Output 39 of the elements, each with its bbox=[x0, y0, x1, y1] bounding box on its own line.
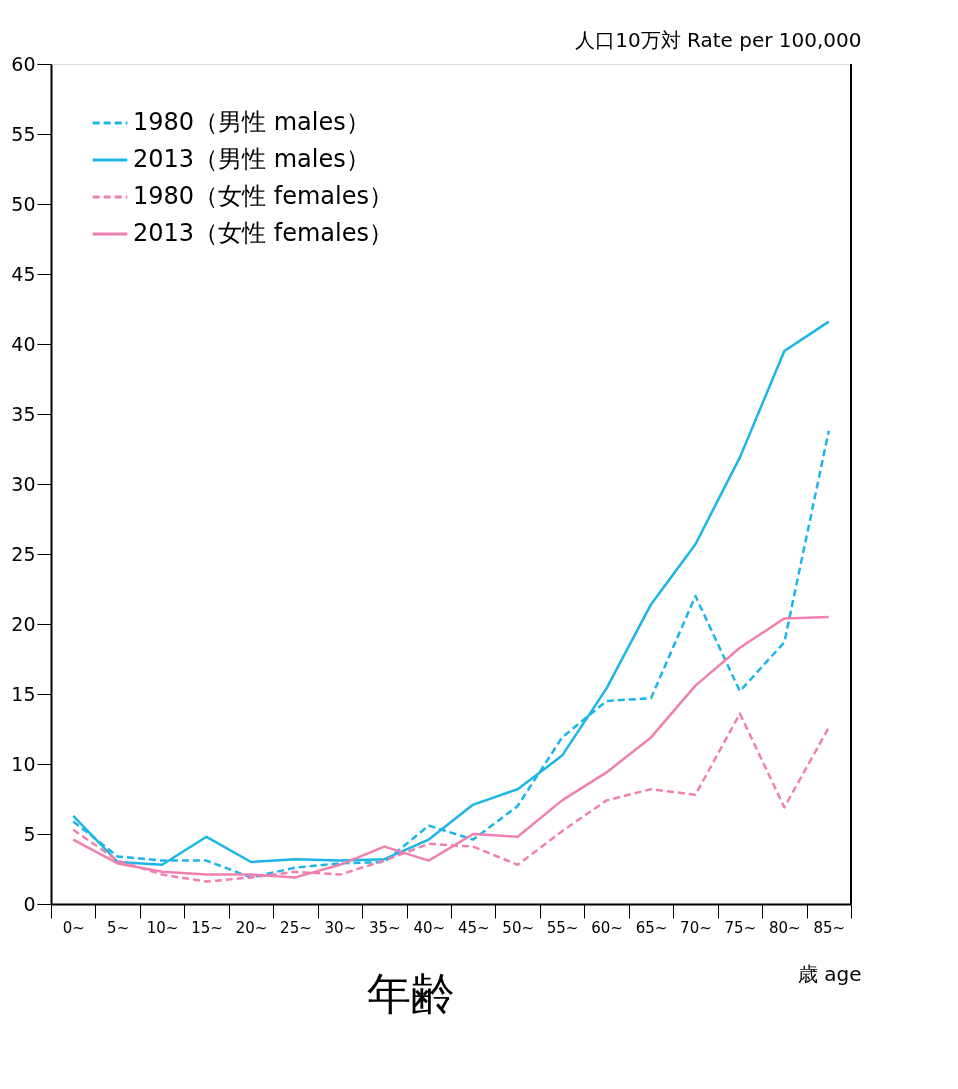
x-tick-label: 30~ bbox=[324, 918, 357, 937]
x-tick-label: 0~ bbox=[62, 918, 85, 937]
y-tick-label: 5 bbox=[23, 822, 36, 845]
x-tick-label: 35~ bbox=[369, 918, 401, 937]
y-tick-label: 10 bbox=[11, 752, 36, 775]
x-tick-label: 5~ bbox=[107, 918, 130, 937]
y-tick-label: 55 bbox=[11, 122, 36, 145]
x-tick-label: 20~ bbox=[235, 918, 268, 937]
x-tick-label: 45~ bbox=[457, 918, 490, 937]
x-tick-label: 70~ bbox=[680, 918, 712, 937]
text: 年齢 bbox=[367, 968, 455, 1019]
y-tick-label: 30 bbox=[11, 472, 36, 495]
y-tick-label: 0 bbox=[23, 892, 36, 915]
x-tick-label: 65~ bbox=[635, 918, 668, 937]
legend-label: 2013（男性 males） bbox=[133, 145, 370, 173]
x-tick-label: 80~ bbox=[769, 918, 801, 937]
y-tick-label: 20 bbox=[11, 612, 36, 635]
y-tick-label: 40 bbox=[11, 332, 36, 355]
legend-label: 1980（男性 males） bbox=[133, 108, 370, 136]
x-tick-label: 85~ bbox=[813, 918, 846, 937]
x-tick-label: 50~ bbox=[502, 918, 534, 937]
legend-label: 1980（女性 females） bbox=[133, 182, 393, 210]
y-tick-label: 45 bbox=[11, 262, 36, 285]
x-tick-label: 75~ bbox=[724, 918, 757, 937]
x-tick-label: 60~ bbox=[591, 918, 623, 937]
y-tick-label: 25 bbox=[11, 542, 36, 565]
x-tick-label: 15~ bbox=[191, 918, 223, 937]
x-tick-label: 25~ bbox=[280, 918, 312, 937]
x-tick-label: 10~ bbox=[146, 918, 179, 937]
y-axis-title: 人口10万対 Rate per 100,000 bbox=[575, 27, 862, 52]
legend-label: 2013（女性 females） bbox=[133, 219, 393, 247]
y-tick-label: 15 bbox=[11, 682, 36, 705]
y-tick-label: 50 bbox=[11, 192, 36, 215]
line-series bbox=[71, 615, 831, 879]
y-tick-label: 60 bbox=[11, 52, 36, 75]
x-tick-label: 40~ bbox=[413, 918, 446, 937]
y-tick-label: 35 bbox=[11, 402, 36, 425]
x-axis-title: 歳 age bbox=[797, 961, 862, 986]
x-tick-label: 55~ bbox=[546, 918, 579, 937]
